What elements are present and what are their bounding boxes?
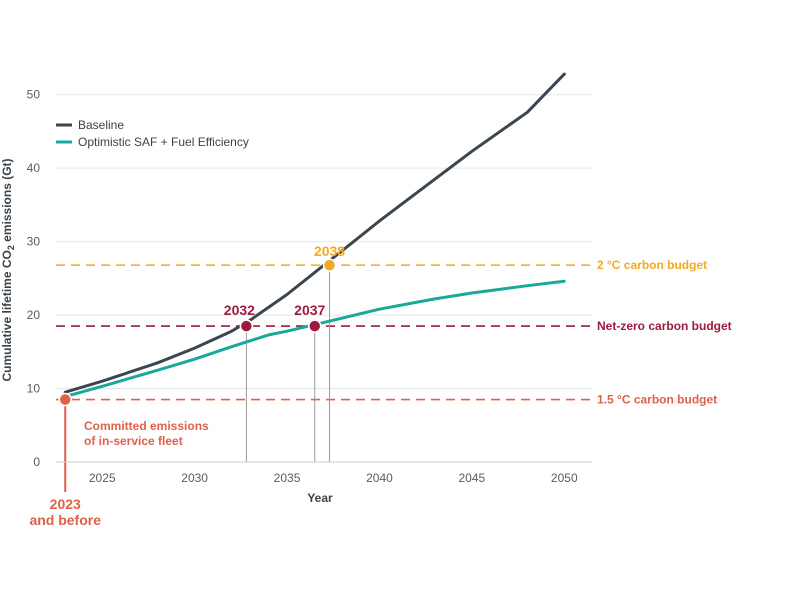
y-tick-label: 10 xyxy=(27,382,41,396)
x-tick-label: 2025 xyxy=(89,471,116,485)
x-tick-label: 2050 xyxy=(551,471,578,485)
series-line-optimistic xyxy=(63,279,566,399)
series-lines xyxy=(63,72,566,399)
y-tick-label: 20 xyxy=(27,308,41,322)
committed-emissions-note-line: Committed emissions xyxy=(84,419,209,433)
budget-label: 1.5 °C carbon budget xyxy=(597,393,717,407)
y-tick-label: 40 xyxy=(27,161,41,175)
budget-label: 2 °C carbon budget xyxy=(597,258,707,272)
marker-drop-lines xyxy=(64,265,331,492)
legend-label: Optimistic SAF + Fuel Efficiency xyxy=(78,135,249,149)
committed-year-label: 2023 and before xyxy=(29,496,101,528)
crossing-marker xyxy=(239,319,254,333)
y-tick-label: 30 xyxy=(27,235,41,249)
series-line-baseline xyxy=(63,72,566,394)
crossing-markers: 2038 2032 2037 2023 and before xyxy=(29,243,345,528)
legend: Baseline Optimistic SAF + Fuel Efficiency xyxy=(56,118,249,149)
committed-emissions-note: Committed emissions of in-service fleet xyxy=(84,419,209,448)
x-tick-label: 2035 xyxy=(274,471,301,485)
committed-emissions-note-line: of in-service fleet xyxy=(84,434,183,448)
crossing-marker xyxy=(322,258,337,272)
budget-lines: 2 °C carbon budget Net-zero carbon budget… xyxy=(56,258,732,407)
y-axis-title-part: Cumulative lifetime CO xyxy=(0,250,14,381)
y-axis-title-part: emissions (Gt) xyxy=(0,158,14,245)
committed-year-label-line: and before xyxy=(29,512,101,528)
crossing-year-label: 2032 xyxy=(224,302,255,318)
x-tick-label: 2040 xyxy=(366,471,393,485)
crossing-marker xyxy=(308,319,322,333)
committed-year-label-line: 2023 xyxy=(50,496,81,512)
y-tick-label: 50 xyxy=(27,88,41,102)
committed-marker xyxy=(58,392,72,407)
y-axis-title-subscript: 2 xyxy=(6,245,16,250)
budget-label: Net-zero carbon budget xyxy=(597,319,732,333)
annotations: Committed emissions of in-service fleet xyxy=(84,419,209,448)
x-tick-label: 2030 xyxy=(181,471,208,485)
crossing-year-label: 2037 xyxy=(294,302,325,318)
y-tick-label: 0 xyxy=(33,455,40,469)
x-tick-label: 2045 xyxy=(459,471,486,485)
gridlines xyxy=(56,94,592,390)
crossing-year-label: 2038 xyxy=(314,243,345,259)
x-axis-title: Year xyxy=(307,491,333,505)
y-axis-title: Cumulative lifetime CO2 emissions (Gt) xyxy=(0,158,16,381)
legend-label: Baseline xyxy=(78,118,124,132)
